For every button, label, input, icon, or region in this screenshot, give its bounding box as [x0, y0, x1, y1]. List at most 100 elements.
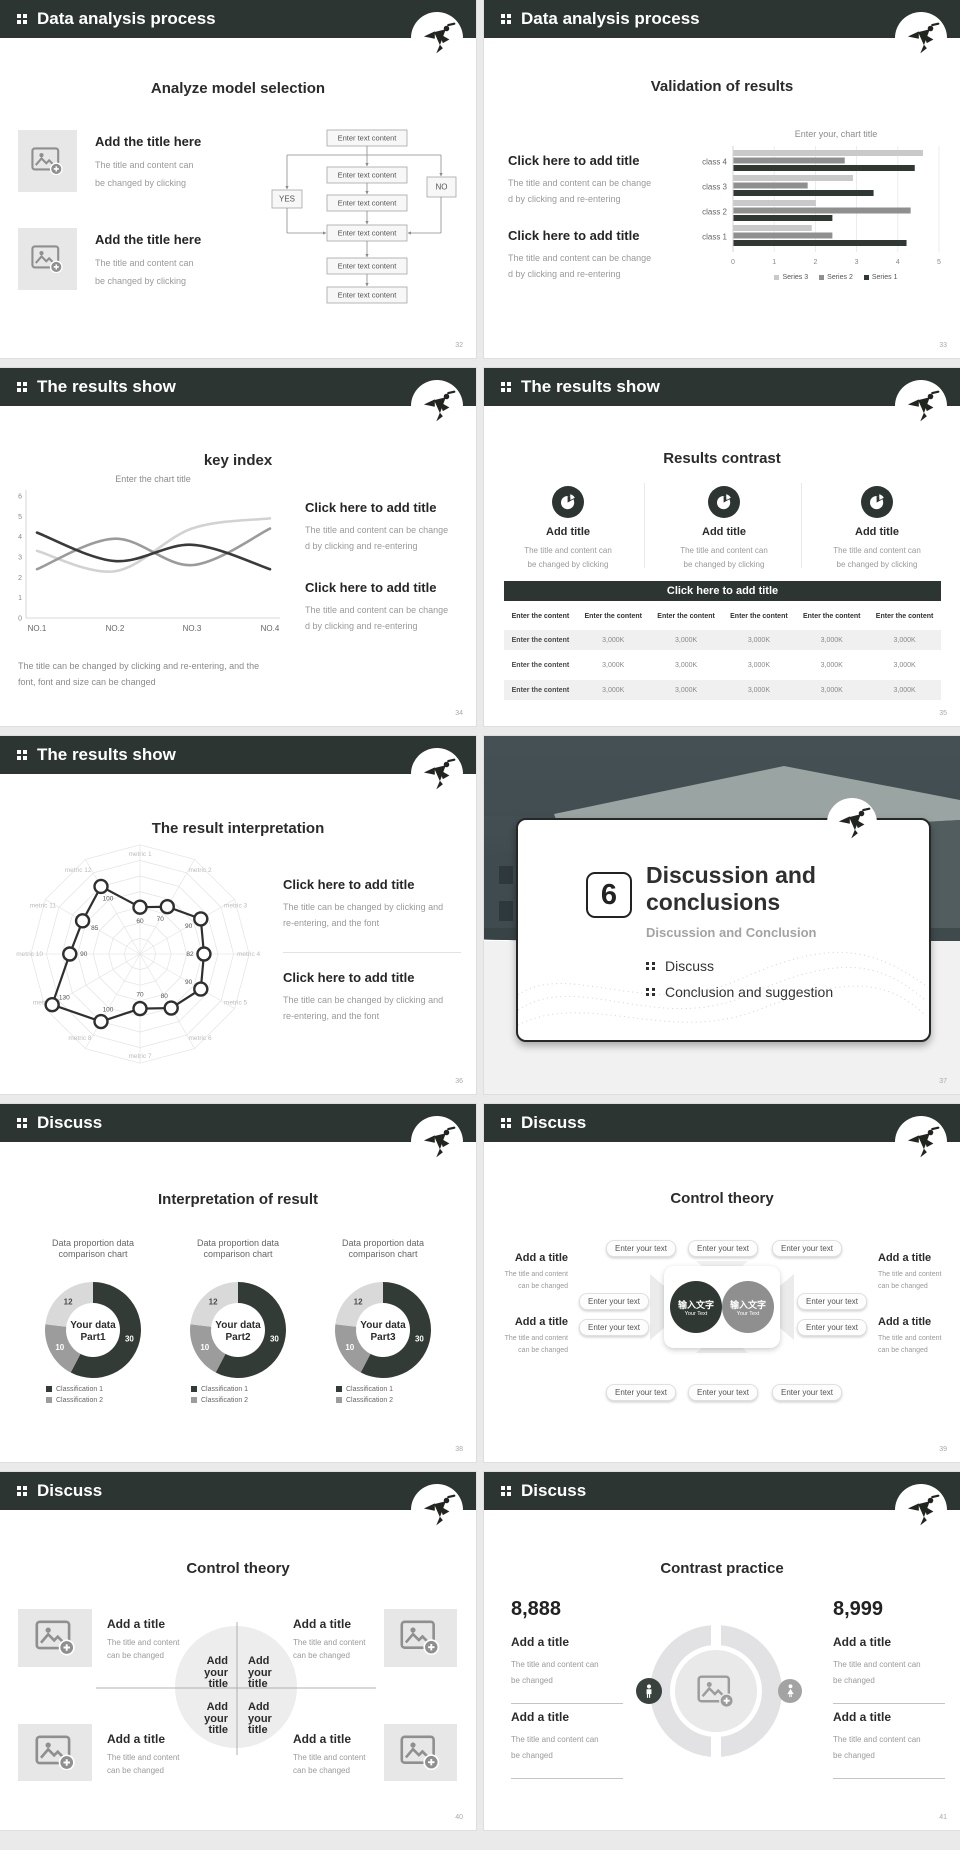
image-placeholder [384, 1724, 457, 1781]
table-cell: 3,000K [747, 636, 770, 644]
circle-label-en: Your Text [684, 1310, 708, 1317]
line-chart-element: 1 [18, 595, 22, 602]
bird-logo-icon [907, 1126, 940, 1158]
quadrant-diagram [96, 1622, 376, 1755]
legend-item: Series 2 [819, 274, 853, 281]
slide-contrast-practice[interactable]: Discuss Contrast practice 8,888 8,999 [484, 1472, 960, 1830]
block-title: Add a title [107, 1732, 166, 1746]
bird-logo [411, 748, 463, 800]
block-body-line: d by clicking and re-entering [305, 621, 418, 631]
text-block: Click here to add title The title and co… [508, 228, 698, 282]
radar-chart-element: metric 1 [128, 851, 152, 858]
page-number: 38 [455, 1446, 463, 1453]
slide-discussion-and-conclusions[interactable]: 6 Discussion and conclusions Discussion … [484, 736, 960, 1094]
svg-text:12: 12 [64, 1297, 73, 1306]
bar-chart-element [733, 190, 874, 196]
radar-chart-element [132, 899, 148, 915]
table-header-cell: Enter the content [730, 612, 788, 620]
page-number: 32 [455, 342, 463, 349]
slide-key-index[interactable]: The results show key index Enter the cha… [0, 368, 476, 726]
radar-chart-element: 90 [185, 979, 193, 986]
table-cell: 3,000K [674, 661, 698, 669]
text-pill: Enter your text [772, 1239, 842, 1257]
block-title: Click here to add title [305, 580, 437, 595]
chart-title: Enter your, chart title [794, 129, 878, 139]
slide-control-theory-quadrant[interactable]: Discuss Control theory Add your title Ad… [0, 1472, 476, 1830]
header-squares-icon [501, 14, 511, 24]
image-placeholder-icon [400, 1735, 440, 1770]
table-cell: 3,000K [893, 636, 916, 644]
side-block: Add a title The title and content can be… [492, 1316, 568, 1357]
line-chart-element [35, 531, 272, 571]
center-circle-gray: 输入文字 Your Text [722, 1281, 774, 1333]
block-body-line: d by clicking and re-entering [508, 194, 621, 204]
radar-chart-element: 70 [157, 916, 165, 923]
block-body-line: The title and content can [95, 160, 194, 170]
header-squares-icon [17, 1118, 27, 1128]
table-header-row: Enter the content Enter the content Enter … [504, 607, 941, 625]
page-number: 37 [939, 1078, 947, 1085]
radar-chart-element [193, 981, 209, 997]
radar-chart-element: 130 [59, 995, 70, 1002]
slide-results-contrast[interactable]: The results show Results contrast Add ti… [484, 368, 960, 726]
slide-interpretation-of-result[interactable]: Discuss Interpretation of result 38 Data… [0, 1104, 476, 1462]
text-block: Add the title here The title and content… [95, 134, 255, 192]
svg-text:10: 10 [55, 1343, 64, 1352]
column-title: Add title [702, 526, 746, 538]
table-cell: 3,000K [820, 686, 843, 694]
text-pill: Enter your text [579, 1292, 649, 1310]
block-body-line: can be changed [293, 1766, 350, 1775]
block-body-line: can be changed [878, 1283, 928, 1290]
page-number: 39 [939, 1446, 947, 1453]
block-body-line: The title and content can [833, 1735, 921, 1744]
bird-logo [411, 380, 463, 432]
bar-chart-element: class 1 [702, 233, 727, 242]
section-title-line: conclusions [646, 889, 781, 915]
radar-chart-element: metric 11 [30, 903, 57, 910]
table-cell: 3,000K [602, 686, 625, 694]
table-banner: Click here to add title [504, 581, 941, 601]
wave-pattern [518, 951, 925, 1026]
image-placeholder-icon [35, 1735, 75, 1771]
flowchart-shape: NO [436, 183, 448, 192]
column-title: Add title [546, 526, 590, 538]
image-placeholder [18, 130, 77, 192]
bird-logo [895, 1484, 947, 1536]
image-placeholder [18, 228, 77, 290]
bar-chart-element [733, 200, 816, 206]
divider [283, 952, 461, 953]
slide-title: The result interpretation [151, 820, 325, 837]
block-title: Click here to add title [305, 500, 437, 515]
block-body-line: be changed by clicking [95, 178, 187, 188]
radar-chart-element: metric 4 [237, 951, 261, 958]
image-placeholder-icon [31, 245, 63, 274]
slide-analyze-model-selection[interactable]: Data analysis process Analyze model sele… [0, 0, 476, 358]
bird-logo-icon [423, 1494, 456, 1526]
column-body-line: be changed by clicking [683, 560, 765, 569]
contrast-column: Add title The title and content can be c… [654, 486, 794, 572]
slide-result-interpretation[interactable]: The results show The result interpretati… [0, 736, 476, 1094]
caption-line: The title can be changed by clicking and… [18, 661, 260, 671]
svg-text:Part3: Part3 [370, 1332, 395, 1343]
block-title: Add a title [107, 1617, 166, 1631]
slide-header: Discuss [0, 1104, 476, 1142]
radar-chart-element: metric 3 [224, 903, 248, 910]
corner-block: Add a title The title and content can be… [293, 1617, 381, 1662]
table-cell: Enter the content [511, 661, 570, 669]
bar-chart-element [733, 157, 845, 164]
bird-logo [895, 1116, 947, 1168]
header-title: The results show [521, 377, 660, 396]
table-cell: 3,000K [602, 661, 625, 669]
bar-chart-element: class 4 [702, 158, 727, 167]
column-title: Add title [855, 526, 899, 538]
block-title: Add a title [511, 1710, 570, 1724]
slide-control-theory-process[interactable]: Discuss Control theory 输入文字 Your Text 输入… [484, 1104, 960, 1462]
slide-title: Control theory [186, 1560, 290, 1577]
bar-chart-element [733, 232, 833, 239]
table-cell: 3,000K [747, 686, 770, 694]
section-subtitle: Discussion and Conclusion [646, 925, 817, 940]
slide-header: Discuss [484, 1104, 960, 1142]
slide-validation-of-results[interactable]: Data analysis process Validation of resu… [484, 0, 960, 358]
block-title: Click here to add title [508, 153, 640, 168]
